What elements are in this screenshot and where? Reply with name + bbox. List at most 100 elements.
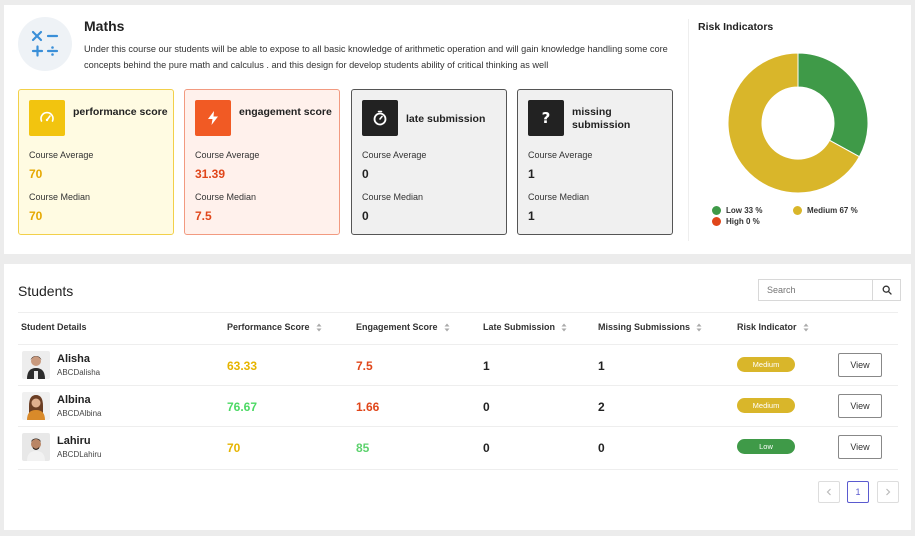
donut-slice-low (797, 52, 869, 158)
risk-donut-chart (727, 52, 869, 194)
course-median-label: Course Median (362, 192, 424, 202)
sort-icon[interactable] (444, 323, 450, 332)
student-name: Albina (57, 394, 91, 406)
speedometer-icon (29, 100, 65, 136)
question-icon: ? (528, 100, 564, 136)
legend-dot-medium (793, 206, 802, 215)
pagination-prev[interactable] (818, 481, 840, 503)
missing-submissions: 0 (598, 441, 605, 455)
student-id: ABCDalisha (57, 368, 101, 377)
students-panel: Students Student Details Performance Sco… (4, 264, 911, 530)
missing-submissions: 2 (598, 400, 605, 414)
table-row: Lahiru ABCDLahiru 70 85 0 0 Low View (18, 426, 898, 467)
column-performance-score[interactable]: Performance Score (227, 322, 322, 332)
student-name: Alisha (57, 353, 91, 365)
donut-slice-medium (727, 52, 861, 194)
missing-submissions: 1 (598, 359, 605, 373)
course-title: Maths (84, 18, 125, 34)
view-button[interactable]: View (838, 394, 882, 418)
legend-dot-low (712, 206, 721, 215)
timer-icon (362, 100, 398, 136)
view-button[interactable]: View (838, 353, 882, 377)
performance-score-card: performance score Course Average 70 Cour… (18, 89, 174, 235)
course-median-label: Course Median (195, 192, 257, 202)
course-median-value: 1 (528, 209, 535, 223)
legend-low-label: Low 33 % (726, 206, 763, 215)
late-submission: 0 (483, 400, 490, 414)
course-median-value: 7.5 (195, 209, 212, 223)
engagement-score-card: engagement score Course Average 31.39 Co… (184, 89, 340, 235)
math-symbols-icon (31, 30, 59, 57)
course-median-label: Course Median (528, 192, 590, 202)
course-logo (18, 17, 72, 71)
column-student-details: Student Details (21, 322, 87, 332)
missing-submission-card: ? missing submission Course Average 1 Co… (517, 89, 673, 235)
table-divider (18, 312, 898, 313)
sort-icon[interactable] (561, 323, 567, 332)
course-average-value: 0 (362, 167, 369, 181)
course-median-value: 70 (29, 209, 43, 223)
engagement-score: 1.66 (356, 400, 380, 414)
metric-title: missing submission (572, 106, 631, 131)
course-average-value: 70 (29, 167, 43, 181)
legend-medium: Medium 67 % (793, 206, 858, 215)
sort-icon[interactable] (803, 323, 809, 332)
legend-high-label: High 0 % (726, 217, 760, 226)
legend-low: Low 33 % (712, 206, 762, 215)
engagement-score: 85 (356, 441, 370, 455)
legend-high: High 0 % (712, 217, 760, 226)
table-row: Alisha ABCDalisha 63.33 7.5 1 1 Medium V… (18, 344, 898, 385)
pagination-next[interactable] (877, 481, 899, 503)
course-average-value: 1 (528, 167, 535, 181)
course-average-label: Course Average (195, 150, 260, 160)
search-icon (882, 285, 892, 295)
late-submission: 0 (483, 441, 490, 455)
panel-divider (688, 19, 689, 241)
course-average-label: Course Average (29, 150, 94, 160)
engagement-score: 7.5 (356, 359, 373, 373)
table-divider (18, 469, 898, 470)
legend-medium-label: Medium 67 % (807, 206, 858, 215)
performance-score: 76.67 (227, 400, 258, 414)
sort-icon[interactable] (696, 323, 702, 332)
course-average-label: Course Average (528, 150, 593, 160)
course-average-label: Course Average (362, 150, 427, 160)
column-missing-submissions[interactable]: Missing Submissions (598, 322, 702, 332)
pagination-page[interactable]: 1 (847, 481, 869, 503)
avatar (22, 351, 50, 379)
course-median-value: 0 (362, 209, 369, 223)
view-button[interactable]: View (838, 435, 882, 459)
course-overview-panel: Maths Under this course our students wil… (4, 5, 911, 254)
chevron-left-icon (826, 488, 831, 496)
risk-badge: Low (737, 439, 795, 454)
course-average-value: 31.39 (195, 167, 226, 181)
performance-score: 63.33 (227, 359, 258, 373)
course-description: Under this course our students will be a… (84, 44, 668, 70)
risk-indicators-title: Risk Indicators (698, 21, 774, 33)
table-row: Albina ABCDAlbina 76.67 1.66 0 2 Medium … (18, 385, 898, 426)
column-risk-indicator[interactable]: Risk Indicator (737, 322, 809, 332)
course-median-label: Course Median (29, 192, 91, 202)
student-id: ABCDAlbina (57, 409, 102, 418)
avatar (22, 392, 50, 420)
metric-title: performance score (73, 106, 168, 118)
risk-badge: Medium (737, 357, 795, 372)
metric-title: engagement score (239, 106, 332, 118)
search-input[interactable] (758, 279, 874, 301)
risk-badge: Medium (737, 398, 795, 413)
column-engagement-score[interactable]: Engagement Score (356, 322, 450, 332)
metric-title: late submission (406, 113, 486, 125)
performance-score: 70 (227, 441, 241, 455)
late-submission: 1 (483, 359, 490, 373)
student-name: Lahiru (57, 435, 91, 447)
lightning-icon (195, 100, 231, 136)
students-title: Students (18, 283, 74, 299)
sort-icon[interactable] (316, 323, 322, 332)
column-late-submission[interactable]: Late Submission (483, 322, 567, 332)
legend-dot-high (712, 217, 721, 226)
search-button[interactable] (872, 279, 901, 301)
student-id: ABCDLahiru (57, 450, 102, 459)
chevron-right-icon (886, 488, 891, 496)
avatar (22, 433, 50, 461)
late-submission-card: late submission Course Average 0 Course … (351, 89, 507, 235)
